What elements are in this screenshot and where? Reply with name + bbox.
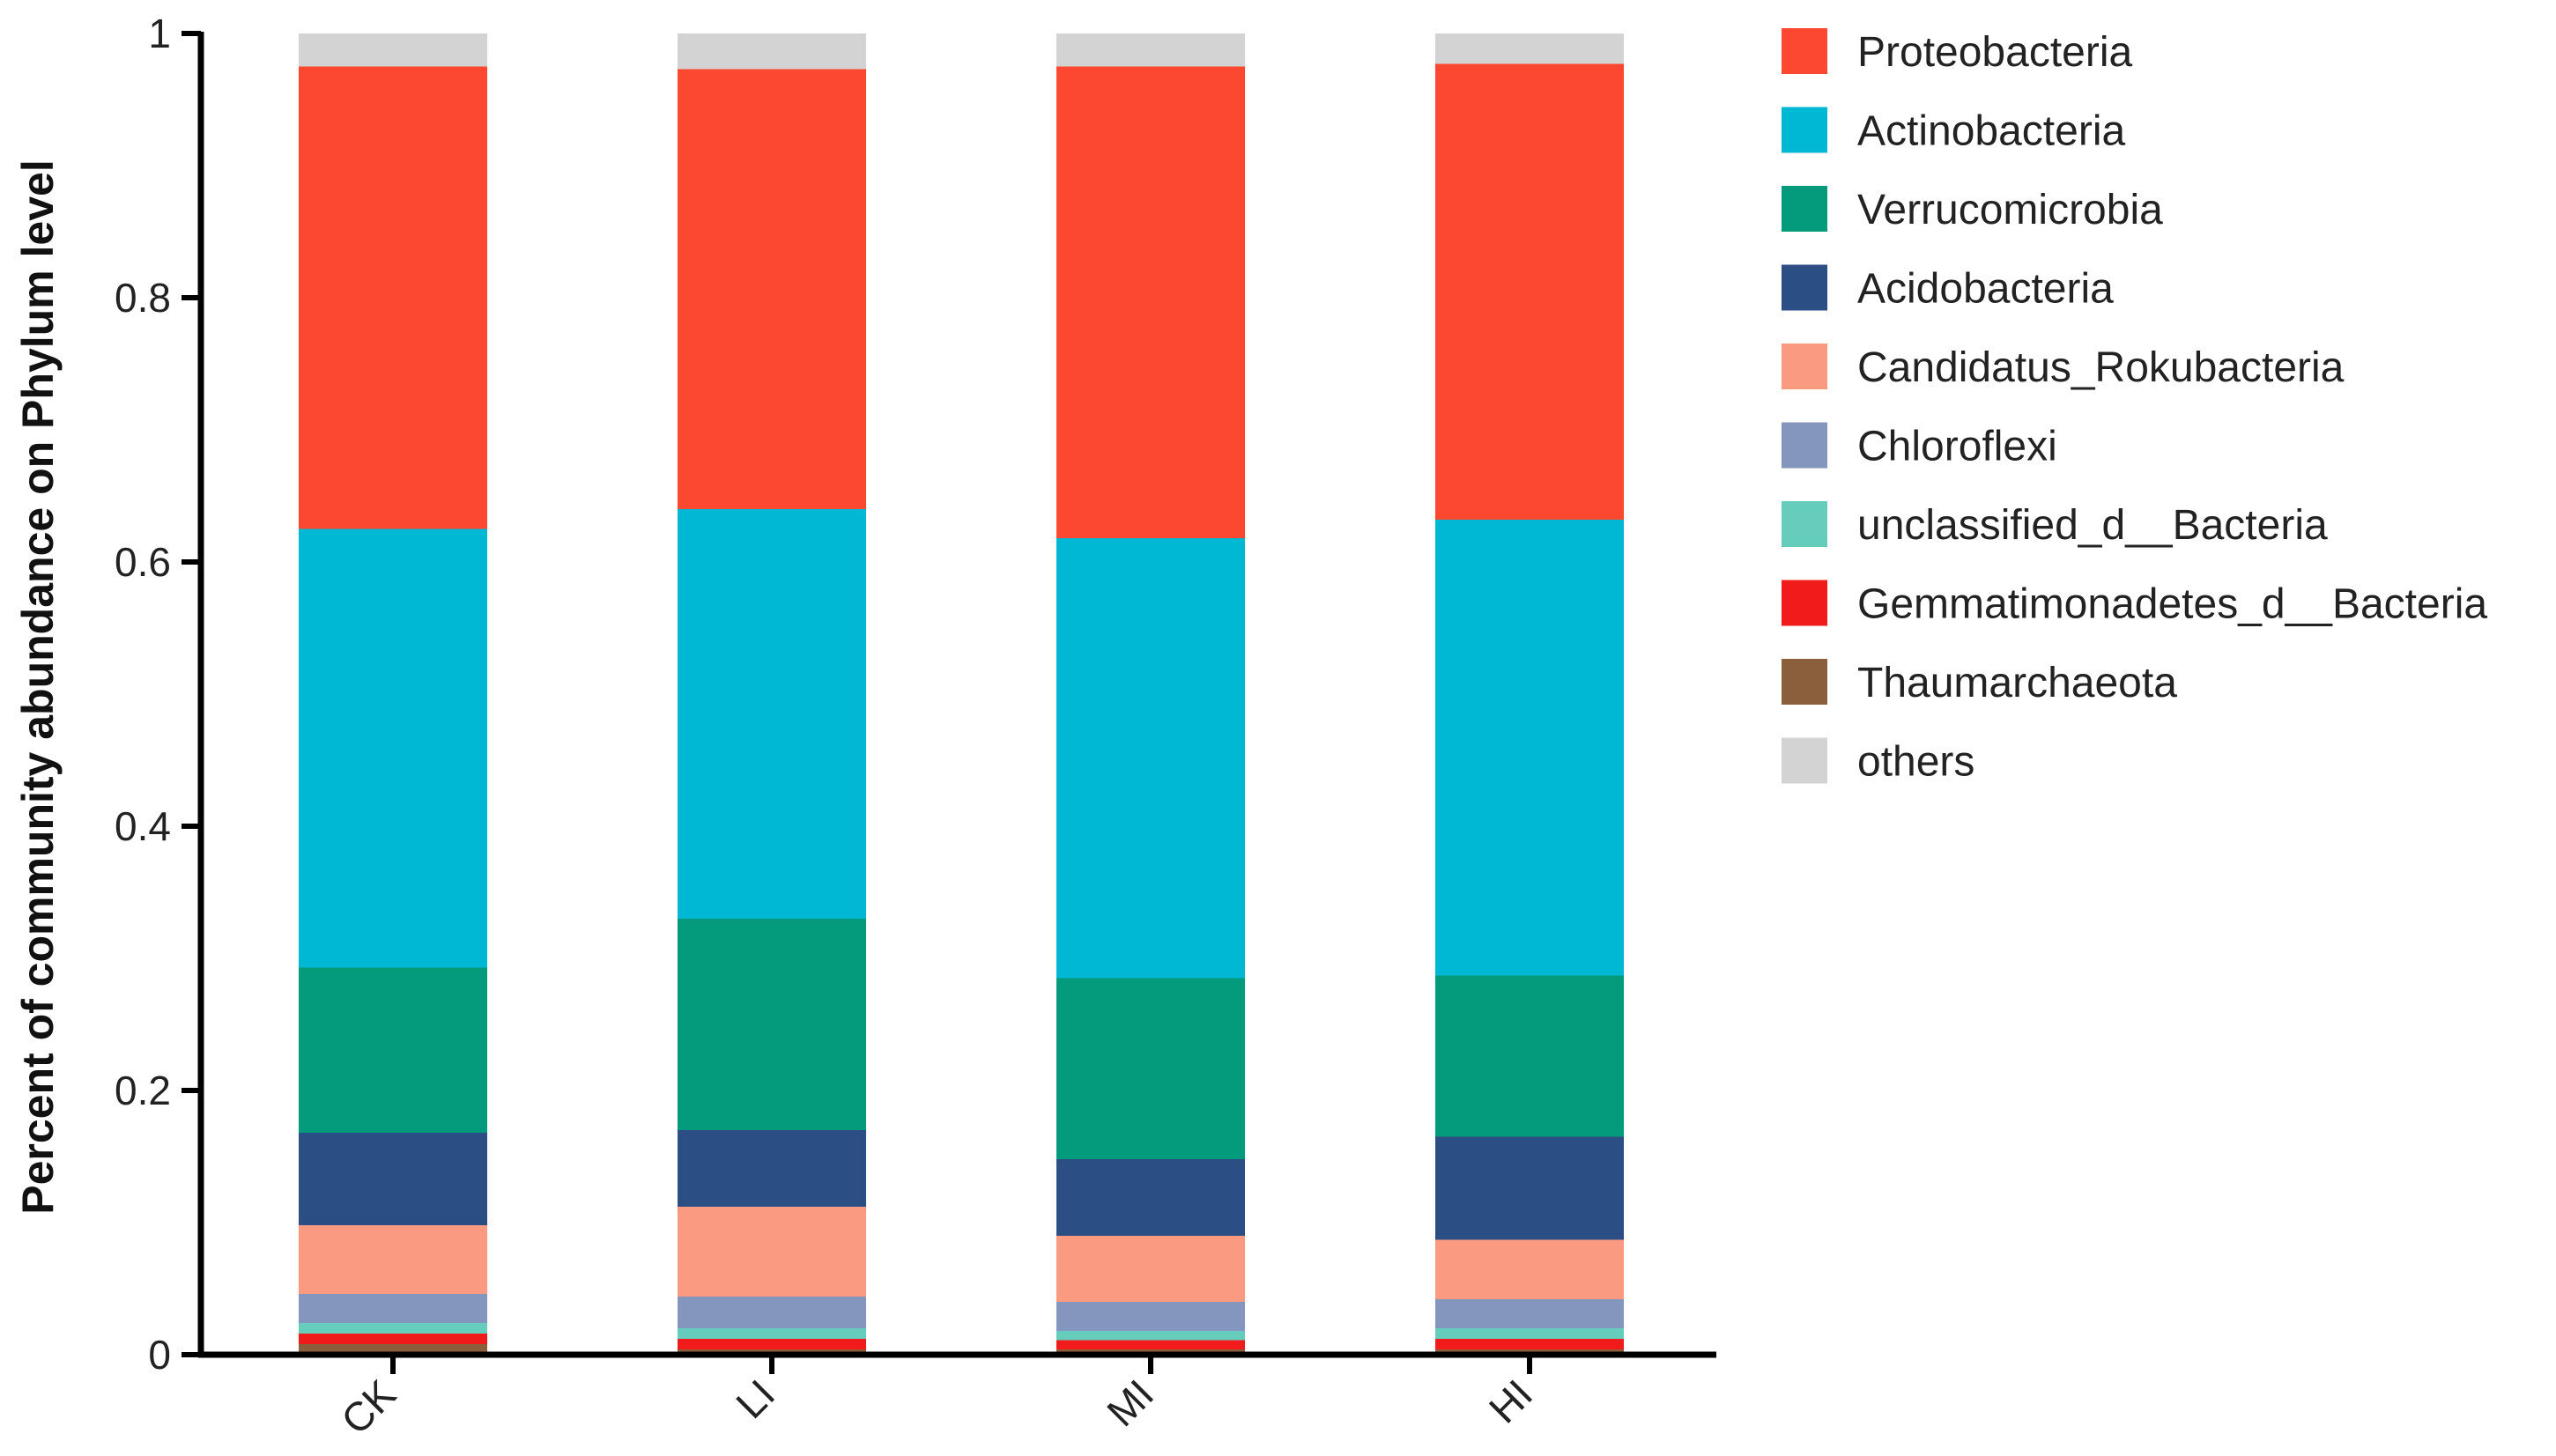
bar-segment-mi-unclassified-d-bacteria [1056, 1331, 1245, 1341]
bar-segment-hi-candidatus-rokubacteria [1435, 1239, 1624, 1299]
bar-segment-ck-unclassified-d-bacteria [299, 1323, 487, 1334]
legend-swatch-candidatus-rokubacteria [1782, 344, 1827, 389]
y-tick-label: 0.4 [115, 803, 171, 849]
bar-segment-li-unclassified-d-bacteria [678, 1328, 866, 1339]
legend-label: others [1857, 739, 1974, 786]
legend-swatch-verrucomicrobia [1782, 186, 1827, 232]
legend: Proteobacteria Actinobacteria Verrucomicro… [1782, 28, 2487, 786]
legend-swatch-acidobacteria [1782, 264, 1827, 311]
bar-segment-ck-acidobacteria [299, 1133, 487, 1225]
y-tick-label: 0.8 [115, 275, 171, 321]
bars-group [299, 33, 1624, 1355]
bar-segment-ck-proteobacteria [299, 66, 487, 529]
bar-segment-hi-verrucomicrobia [1435, 975, 1624, 1137]
bar-segment-li-chloroflexi [678, 1297, 866, 1328]
bar-segment-hi-proteobacteria [1435, 63, 1624, 520]
bar-segment-li-acidobacteria [678, 1130, 866, 1207]
legend-swatch-gemmatimonadetes-d-bacteria [1782, 580, 1827, 626]
bar-segment-ck-verrucomicrobia [299, 967, 487, 1133]
x-tick-label-ck: CK [332, 1371, 404, 1443]
bar-segment-li-verrucomicrobia [678, 919, 866, 1130]
legend-label: Acidobacteria [1857, 266, 2114, 313]
legend-swatch-thaumarchaeota [1782, 659, 1827, 705]
bar-segment-li-candidatus-rokubacteria [678, 1207, 866, 1297]
x-tick-label-mi: MI [1098, 1371, 1162, 1435]
bar-segment-hi-actinobacteria [1435, 520, 1624, 976]
bar-segment-li-actinobacteria [678, 509, 866, 919]
legend-swatch-unclassified-d-bacteria [1782, 501, 1827, 547]
bar-segment-li-gemmatimonadetes-d-bacteria [678, 1339, 866, 1349]
bar-segment-hi-unclassified-d-bacteria [1435, 1328, 1624, 1339]
legend-label: unclassified_d__Bacteria [1857, 502, 2328, 549]
bar-segment-ck-actinobacteria [299, 528, 487, 968]
x-tick-label-li: LI [727, 1371, 783, 1427]
bar-segment-ck-others [299, 33, 487, 67]
y-tick-label: 1 [148, 11, 171, 56]
bar-segment-hi-others [1435, 33, 1624, 64]
bar-segment-hi-gemmatimonadetes-d-bacteria [1435, 1339, 1624, 1349]
bar-segment-ck-chloroflexi [299, 1294, 487, 1323]
bar-segment-mi-acidobacteria [1056, 1159, 1245, 1236]
legend-swatch-chloroflexi [1782, 422, 1827, 469]
y-axis-label: Percent of community abundance on Phylum… [13, 159, 63, 1215]
legend-label: Gemmatimonadetes_d__Bacteria [1857, 581, 2487, 628]
legend-label: Candidatus_Rokubacteria [1857, 344, 2345, 391]
legend-label: Chloroflexi [1857, 424, 2057, 470]
bar-segment-mi-proteobacteria [1056, 66, 1245, 538]
bar-segment-mi-gemmatimonadetes-d-bacteria [1056, 1340, 1245, 1349]
bar-segment-mi-actinobacteria [1056, 538, 1245, 979]
bar-segment-hi-chloroflexi [1435, 1299, 1624, 1328]
bar-segment-mi-others [1056, 33, 1245, 67]
bar-segment-mi-chloroflexi [1056, 1302, 1245, 1331]
x-tick-label-hi: HI [1480, 1371, 1541, 1431]
bar-segment-hi-acidobacteria [1435, 1136, 1624, 1240]
bar-segment-ck-gemmatimonadetes-d-bacteria [299, 1334, 487, 1344]
legend-swatch-actinobacteria [1782, 107, 1827, 153]
bar-segment-li-proteobacteria [678, 69, 866, 509]
bar-segment-mi-verrucomicrobia [1056, 978, 1245, 1159]
legend-label: Thaumarchaeota [1857, 660, 2177, 706]
legend-swatch-others [1782, 737, 1827, 784]
y-tick-label: 0.6 [115, 539, 171, 585]
legend-swatch-proteobacteria [1782, 28, 1827, 74]
legend-label: Verrucomicrobia [1857, 187, 2163, 233]
bar-segment-mi-candidatus-rokubacteria [1056, 1236, 1245, 1302]
bar-segment-li-others [678, 33, 866, 70]
bar-segment-ck-candidatus-rokubacteria [299, 1225, 487, 1294]
y-tick-label: 0.2 [115, 1068, 171, 1113]
legend-label: Actinobacteria [1857, 108, 2125, 155]
legend-label: Proteobacteria [1857, 29, 2132, 76]
y-tick-label: 0 [148, 1332, 171, 1378]
